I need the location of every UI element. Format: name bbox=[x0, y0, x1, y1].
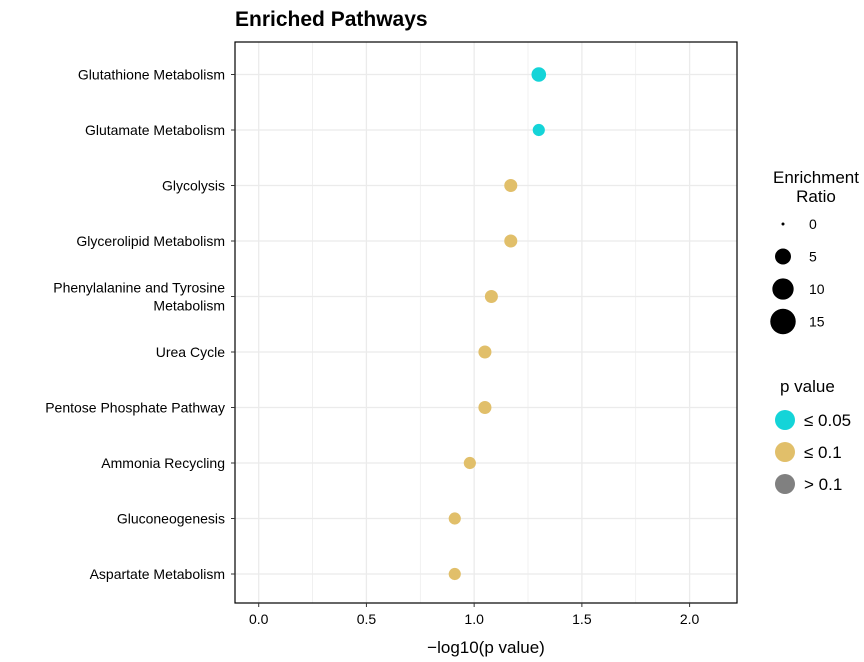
data-point bbox=[448, 512, 461, 525]
plot-panel bbox=[234, 41, 738, 604]
data-points bbox=[448, 67, 547, 581]
legend-size-label: 0 bbox=[809, 216, 817, 232]
y-tick-label: Glutathione Metabolism bbox=[78, 67, 225, 83]
legend-color-label: > 0.1 bbox=[804, 475, 842, 494]
data-point bbox=[531, 67, 547, 82]
legend-size-label: 5 bbox=[809, 249, 817, 265]
x-tick-label: 1.5 bbox=[572, 611, 592, 627]
x-tick-label: 0.5 bbox=[357, 611, 377, 627]
y-tick-label: Phenylalanine and Tyrosine bbox=[53, 280, 225, 296]
legend-color-key bbox=[775, 474, 795, 494]
legend-size-label: 10 bbox=[809, 281, 825, 297]
legend-color-key bbox=[775, 442, 795, 462]
data-point bbox=[504, 234, 518, 248]
data-point bbox=[463, 456, 476, 470]
y-tick-label: Glutamate Metabolism bbox=[85, 122, 225, 138]
y-tick-label: Glycolysis bbox=[162, 178, 225, 194]
legend-size-title: Ratio bbox=[796, 187, 836, 206]
x-axis-label: −log10(p value) bbox=[427, 638, 545, 657]
legend-size-key bbox=[770, 308, 796, 335]
legend-color-title: p value bbox=[780, 377, 835, 396]
y-tick-label: Metabolism bbox=[153, 298, 225, 314]
data-point bbox=[532, 123, 545, 137]
x-tick-label: 0.0 bbox=[249, 611, 269, 627]
x-tick-label: 1.0 bbox=[464, 611, 484, 627]
y-tick-label: Urea Cycle bbox=[156, 344, 225, 360]
x-tick-label: 2.0 bbox=[680, 611, 700, 627]
legend-size-title: Enrichment bbox=[773, 168, 859, 187]
x-axis: 0.0 0.5 1.0 1.5 2.0 bbox=[249, 603, 700, 627]
data-point bbox=[504, 178, 518, 193]
y-tick-label: Glycerolipid Metabolism bbox=[76, 233, 225, 249]
y-tick-label: Ammonia Recycling bbox=[101, 455, 225, 471]
legend-color-key bbox=[775, 410, 795, 430]
legend-p-value: p value ≤ 0.05 ≤ 0.1 > 0.1 bbox=[775, 377, 851, 494]
legend-size-label: 15 bbox=[809, 314, 825, 330]
data-point bbox=[448, 567, 461, 581]
chart-title: Enriched Pathways bbox=[235, 8, 428, 31]
legend-color-label: ≤ 0.05 bbox=[804, 411, 851, 430]
y-tick-label: Gluconeogenesis bbox=[117, 511, 225, 527]
data-point bbox=[478, 400, 492, 415]
y-tick-label: Pentose Phosphate Pathway bbox=[45, 400, 225, 416]
y-tick-label: Aspartate Metabolism bbox=[90, 566, 225, 582]
data-point bbox=[478, 345, 492, 359]
legend-size-key bbox=[775, 248, 791, 265]
legend-size-key bbox=[772, 278, 794, 300]
data-point bbox=[484, 289, 498, 304]
legend-size-key bbox=[781, 222, 785, 226]
legend-color-label: ≤ 0.1 bbox=[804, 443, 842, 462]
y-axis: Glutathione Metabolism Glutamate Metaboli… bbox=[45, 67, 235, 582]
grid bbox=[235, 42, 737, 603]
